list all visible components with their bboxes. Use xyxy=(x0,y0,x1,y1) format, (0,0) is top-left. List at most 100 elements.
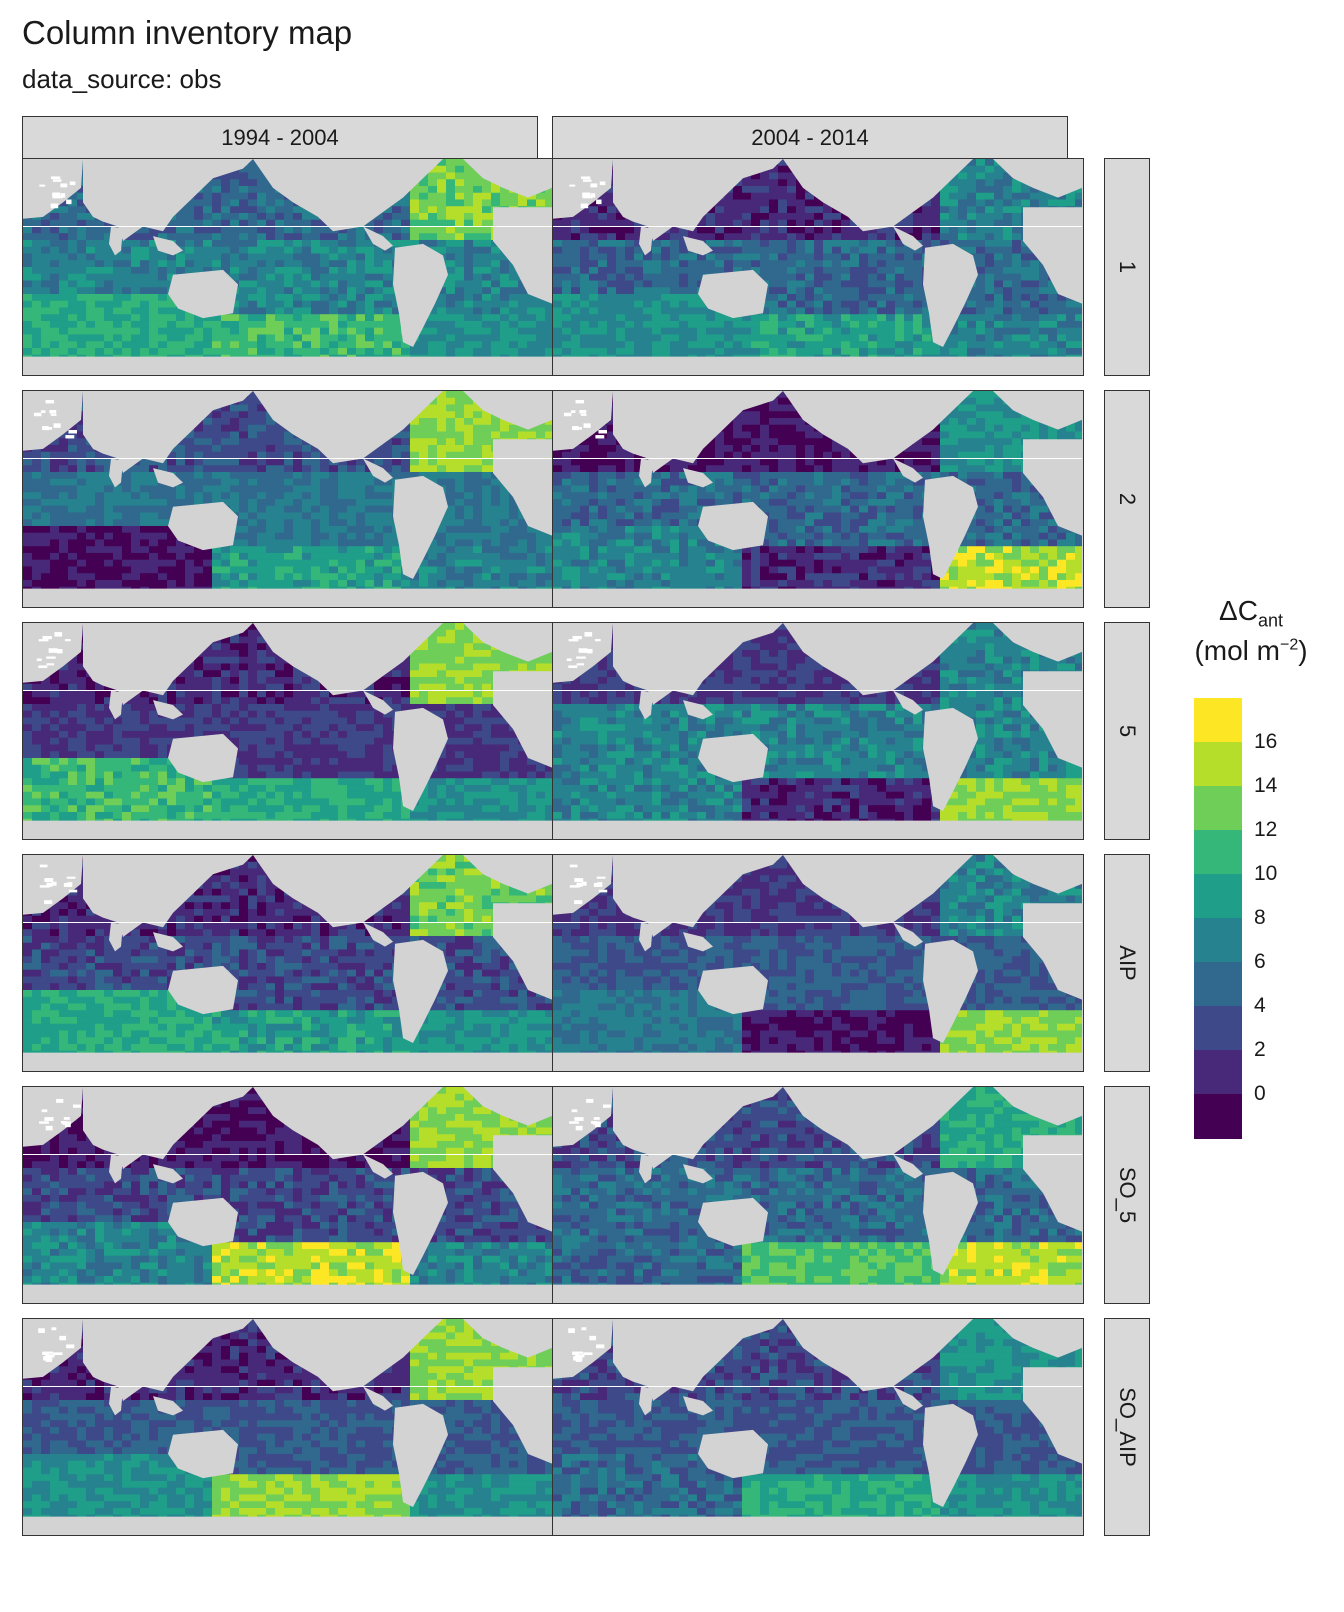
ice-patch xyxy=(67,882,73,887)
land-mass xyxy=(993,1087,1082,1126)
land-mass xyxy=(1023,207,1082,304)
land-mass xyxy=(168,269,238,319)
facet-column-label: 1994 - 2004 xyxy=(221,125,338,151)
land-mass xyxy=(109,690,123,720)
land-mass xyxy=(153,1396,183,1416)
land-mass xyxy=(393,475,448,580)
ice-patch xyxy=(46,882,53,887)
land-mass xyxy=(109,226,123,256)
land-mass xyxy=(253,1087,443,1160)
ice-patch xyxy=(574,900,583,905)
facet-row-label: SO_AIP xyxy=(1114,1387,1140,1466)
legend-colorbar xyxy=(1194,698,1242,1139)
ice-patch xyxy=(42,426,49,431)
land-mass xyxy=(993,391,1082,430)
map-panel-AIP-1 xyxy=(22,854,554,1072)
ice-patch xyxy=(593,1117,600,1120)
ice-patch xyxy=(595,435,605,439)
land-mass xyxy=(893,458,923,483)
facet-row-strip-4: AIP xyxy=(1104,854,1150,1072)
land-mass xyxy=(363,226,393,251)
ice-patch xyxy=(576,663,585,666)
land-mass xyxy=(783,1319,973,1392)
land-mass xyxy=(553,1284,1082,1302)
ice-patch xyxy=(574,1117,584,1121)
land-mass xyxy=(553,1516,1082,1534)
ice-patch xyxy=(595,1124,601,1128)
land-mass xyxy=(253,1319,443,1392)
land-mass xyxy=(553,391,613,451)
legend-color-cell xyxy=(1194,1094,1242,1139)
land-mass xyxy=(993,623,1082,662)
facet-row-strip-6: SO_AIP xyxy=(1104,1318,1150,1536)
ice-patch xyxy=(594,639,601,642)
ice-patch xyxy=(590,183,598,188)
land-mass xyxy=(923,939,978,1044)
legend-color-cell xyxy=(1194,786,1242,831)
land-mass xyxy=(553,623,613,683)
ice-patch xyxy=(563,412,572,417)
ice-patch xyxy=(572,1351,579,1355)
ice-patch xyxy=(577,1351,584,1354)
land-mass xyxy=(83,855,253,937)
ice-patch xyxy=(40,410,46,413)
land-mass xyxy=(23,356,552,374)
land-mass xyxy=(463,1319,552,1358)
legend-color-cell xyxy=(1194,1006,1242,1051)
ice-patch xyxy=(60,183,68,188)
ice-patch xyxy=(576,882,583,887)
legend-tick-label: 2 xyxy=(1254,1038,1266,1062)
land-mass xyxy=(168,965,238,1015)
land-mass xyxy=(153,700,183,720)
land-mass xyxy=(553,1087,613,1147)
land-mass xyxy=(83,391,253,473)
ice-patch xyxy=(45,1354,55,1358)
ice-patch xyxy=(575,1125,583,1131)
land-mass xyxy=(463,623,552,662)
land-mass xyxy=(993,855,1082,894)
land-mass xyxy=(893,1386,923,1411)
legend-tick-label: 4 xyxy=(1254,994,1266,1018)
land-mass xyxy=(363,922,393,947)
land-mass xyxy=(23,1516,552,1534)
ice-patch xyxy=(66,199,72,205)
land-mass xyxy=(613,1319,783,1401)
land-mass xyxy=(153,468,183,488)
land-mass xyxy=(253,391,443,464)
land-mass xyxy=(393,1403,448,1508)
land-mass xyxy=(23,1087,83,1147)
land-mass xyxy=(493,439,552,536)
land-mass xyxy=(168,1429,238,1479)
land-mass xyxy=(463,1087,552,1126)
land-mass xyxy=(168,1197,238,1247)
ice-patch xyxy=(56,648,63,654)
ice-patch xyxy=(72,1104,81,1108)
land-mass xyxy=(393,939,448,1044)
land-mass xyxy=(168,501,238,551)
land-mass xyxy=(109,1386,123,1416)
land-mass xyxy=(893,1154,923,1179)
land-mass xyxy=(683,468,713,488)
ice-patch xyxy=(575,400,585,404)
ice-patch xyxy=(586,1098,594,1103)
ice-patch xyxy=(50,413,57,416)
ice-patch xyxy=(572,635,582,640)
map-panel-SO_AIP-2 xyxy=(552,1318,1084,1536)
ice-patch xyxy=(42,635,52,640)
ice-patch xyxy=(44,900,53,905)
ice-patch xyxy=(570,410,576,413)
ice-patch xyxy=(43,1356,53,1361)
land-mass xyxy=(923,1171,978,1276)
land-mass xyxy=(493,1367,552,1464)
ice-patch xyxy=(44,878,54,882)
legend-color-cell xyxy=(1194,1050,1242,1095)
facet-column-strip-1: 1994 - 2004 xyxy=(22,116,538,160)
land-mass xyxy=(493,671,552,768)
land-mass xyxy=(23,391,83,451)
land-mass xyxy=(683,1396,713,1416)
ice-patch xyxy=(582,179,592,182)
land-mass xyxy=(393,1171,448,1276)
ice-patch xyxy=(598,889,608,893)
land-mass xyxy=(783,623,973,696)
ice-patch xyxy=(64,639,71,642)
